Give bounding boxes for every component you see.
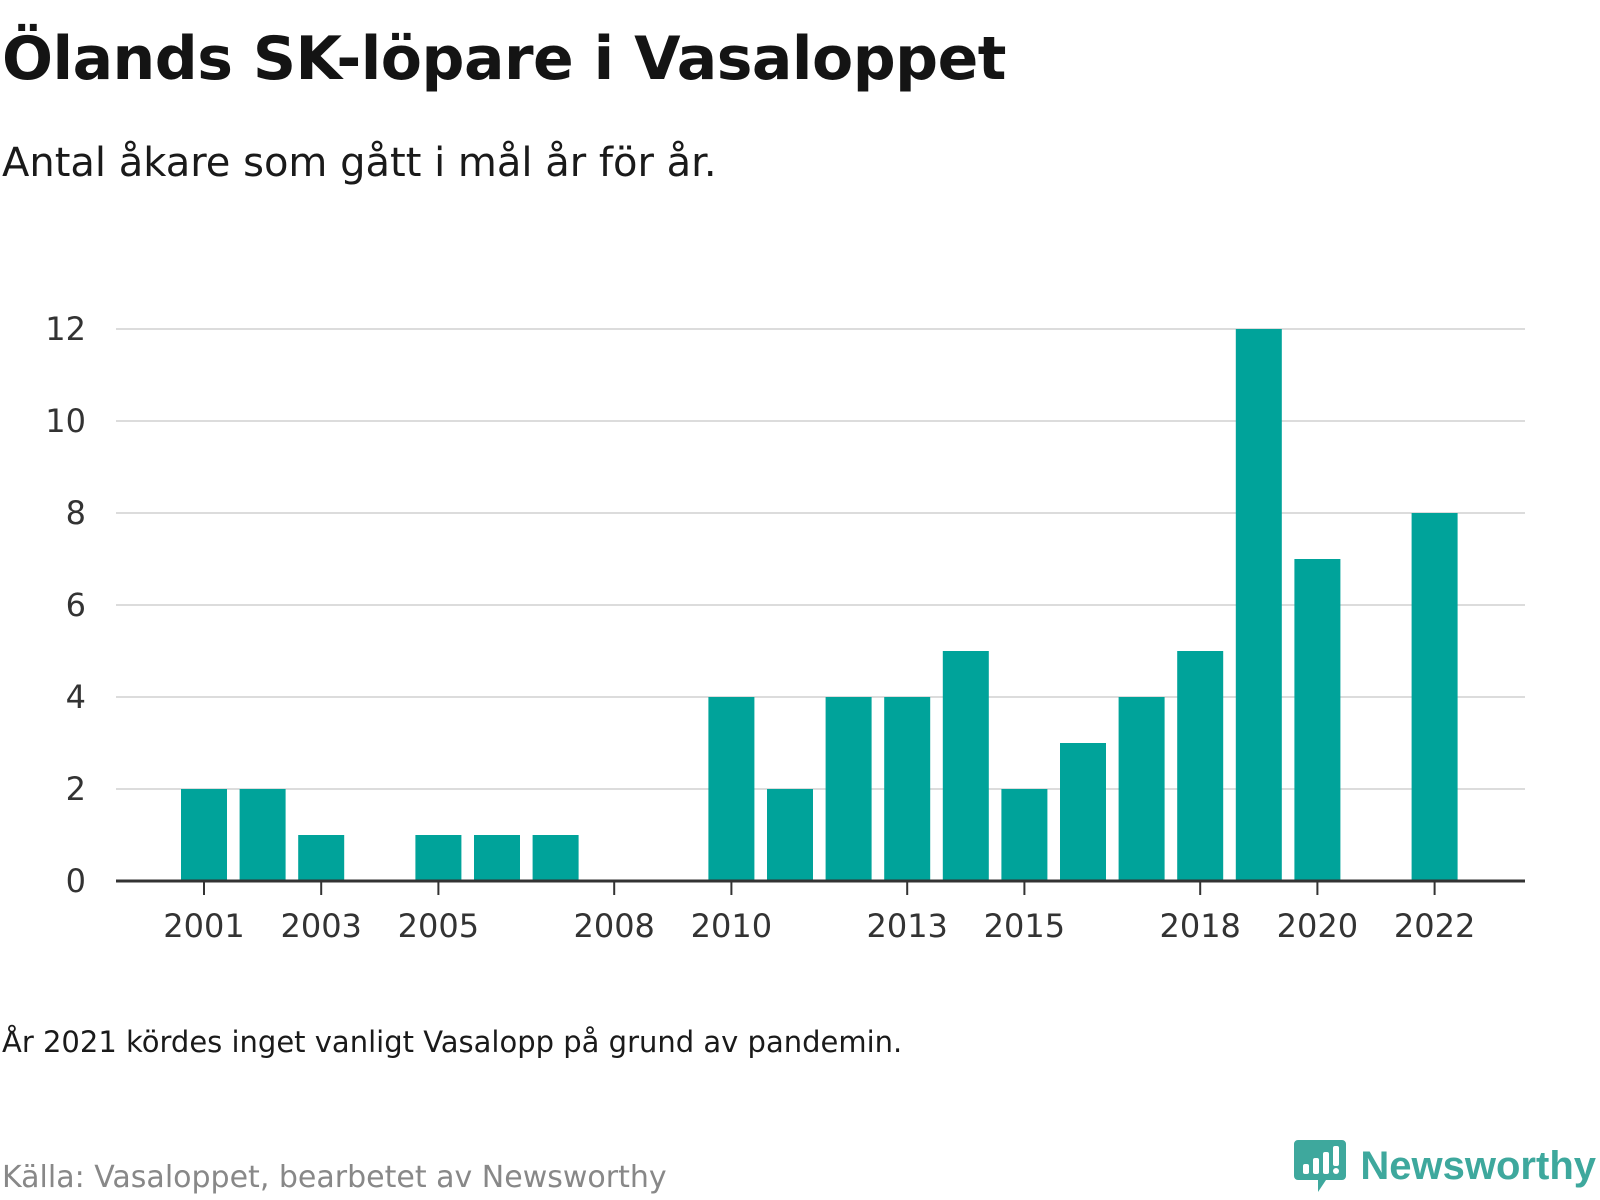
bar-2020 [1294, 559, 1341, 881]
x-tick-label: 2022 [1394, 907, 1475, 945]
x-tick-label: 2001 [163, 907, 244, 945]
bar-2006 [474, 835, 520, 881]
source-credit: Källa: Vasaloppet, bearbetet av Newswort… [2, 1160, 667, 1195]
newsworthy-logo: Newsworthy [1294, 1138, 1596, 1194]
x-axis [116, 879, 1525, 895]
bar-2014 [942, 651, 989, 881]
chart-subtitle: Antal åkare som gått i mål år för år. [2, 140, 717, 186]
logo-text: Newsworthy [1360, 1144, 1596, 1188]
y-axis-labels: 0 2 4 6 8 10 12 [45, 310, 86, 900]
bar-2017 [1118, 697, 1165, 881]
bar-2012 [825, 697, 872, 881]
x-tick-label: 2018 [1159, 907, 1240, 945]
bar-2013 [884, 697, 931, 881]
bars [181, 329, 1458, 881]
bar-2019 [1235, 329, 1282, 881]
y-tick-label: 0 [66, 862, 86, 900]
y-tick-label: 12 [45, 310, 86, 348]
bar-2016 [1060, 743, 1106, 881]
bar-chart-bubble-icon [1294, 1140, 1347, 1192]
x-tick-label: 2008 [573, 907, 654, 945]
bar-2003 [298, 835, 345, 881]
y-tick-label: 6 [66, 586, 86, 624]
x-tick-label: 2020 [1277, 907, 1358, 945]
chart-note: År 2021 kördes inget vanligt Vasalopp på… [2, 1025, 903, 1059]
bar-2018 [1177, 651, 1224, 881]
bar-2007 [532, 835, 579, 881]
bar-2015 [1001, 789, 1048, 881]
bar-2022 [1411, 513, 1458, 881]
x-tick-label: 2010 [691, 907, 772, 945]
x-tick-label: 2005 [398, 907, 479, 945]
bar-2001 [181, 789, 227, 881]
bar-2010 [708, 697, 755, 881]
bar-2002 [239, 789, 286, 881]
chart-title: Ölands SK-löpare i Vasaloppet [2, 24, 1006, 94]
gridlines [116, 328, 1525, 790]
y-tick-label: 2 [66, 770, 86, 808]
x-axis-labels: 2001 2003 2005 2008 2010 2013 2015 2018 2020 2022 [163, 907, 1475, 945]
y-tick-label: 10 [45, 402, 86, 440]
x-tick-label: 2015 [984, 907, 1065, 945]
bar-2011 [767, 789, 813, 881]
y-tick-label: 8 [66, 494, 86, 532]
bar-2005 [415, 835, 462, 881]
x-tick-label: 2003 [280, 907, 361, 945]
y-tick-label: 4 [66, 678, 86, 716]
x-tick-label: 2013 [866, 907, 947, 945]
